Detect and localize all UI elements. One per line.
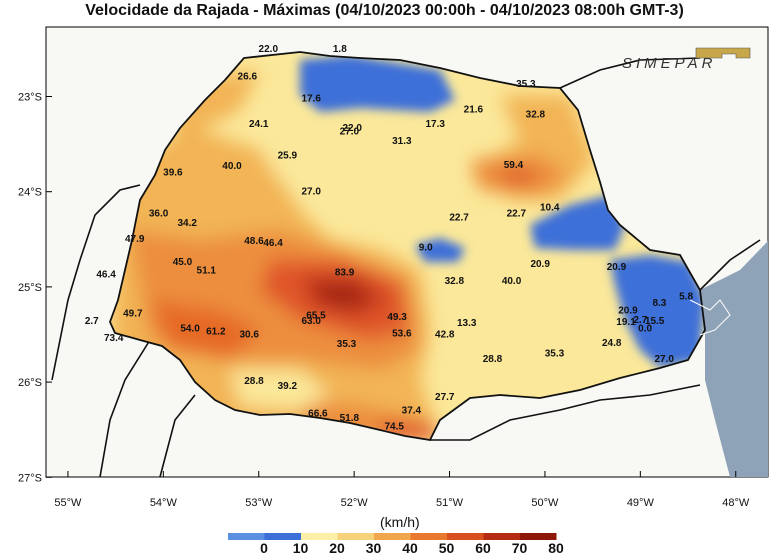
station-value: 39.2 xyxy=(278,381,298,392)
lat-tick-label: 25°S xyxy=(18,282,42,294)
station-value: 24.8 xyxy=(602,338,622,349)
station-value: 46.4 xyxy=(96,269,116,280)
station-value: 0.0 xyxy=(638,324,652,335)
station-value: 48.6 xyxy=(244,236,264,247)
unit-label: (km/h) xyxy=(380,514,420,530)
lat-tick-label: 23°S xyxy=(18,91,42,103)
station-value: 59.4 xyxy=(504,160,524,171)
station-value: 30.6 xyxy=(239,329,259,340)
simepar-logo: SIMEPAR xyxy=(622,46,752,79)
station-value: 35.3 xyxy=(545,348,565,359)
lon-tick-label: 55°W xyxy=(54,497,82,509)
station-value: 22.7 xyxy=(507,208,527,219)
station-value: 22.0 xyxy=(259,44,279,55)
station-value: 24.1 xyxy=(249,119,269,130)
lon-axis: 55°W 54°W 53°W 52°W 51°W 50°W 49°W 48°W xyxy=(54,471,750,509)
station-value: 74.5 xyxy=(384,422,404,433)
station-value: 36.0 xyxy=(149,208,169,219)
station-value: 31.3 xyxy=(392,136,412,147)
station-value: 49.7 xyxy=(123,308,143,319)
lon-tick-label: 52°W xyxy=(341,497,369,509)
station-value: 51.8 xyxy=(340,413,360,424)
station-value: 22.0 xyxy=(342,123,362,134)
station-value: 17.6 xyxy=(301,93,321,104)
station-value: 40.0 xyxy=(222,161,242,172)
station-value: 25.9 xyxy=(278,150,298,161)
station-value: 32.8 xyxy=(445,276,465,287)
station-value: 27.0 xyxy=(301,187,321,198)
station-value: 9.0 xyxy=(419,243,433,254)
coastline xyxy=(689,299,731,336)
station-value: 73.4 xyxy=(104,333,124,344)
station-value: 46.4 xyxy=(263,238,283,249)
ocean-area xyxy=(700,241,768,477)
station-value: 51.1 xyxy=(197,266,217,277)
station-value: 63.0 xyxy=(301,316,321,327)
station-value: 27.7 xyxy=(435,392,455,403)
lon-tick-label: 54°W xyxy=(150,497,178,509)
neighbour-borders xyxy=(51,57,761,477)
station-value: 27.7 xyxy=(249,19,269,30)
station-value: 2.7 xyxy=(633,315,647,326)
lon-tick-label: 49°W xyxy=(627,497,655,509)
station-value: 32.8 xyxy=(526,109,546,120)
station-value: 22.7 xyxy=(449,212,469,223)
station-value: 61.2 xyxy=(206,326,226,337)
station-value: 15.5 xyxy=(645,316,665,327)
station-value: 10.4 xyxy=(540,203,560,214)
station-value: 27.0 xyxy=(654,354,674,365)
lon-tick-label: 51°W xyxy=(436,497,464,509)
logo-mark xyxy=(695,47,751,59)
station-value: 34.2 xyxy=(177,218,197,229)
station-value: 2.7 xyxy=(85,316,99,327)
wind-gust-field xyxy=(110,52,705,440)
station-labels: 27.7 22.0 1.8 26.6 35.3 17.6 21.6 32.8 24.1 17.3 2… xyxy=(85,19,694,433)
station-value: 5.8 xyxy=(679,291,693,302)
station-value: 54.0 xyxy=(180,324,200,335)
station-value: 47.9 xyxy=(125,234,145,245)
station-value: 20.9 xyxy=(530,259,550,270)
station-value: 35.3 xyxy=(337,339,357,350)
station-value: 49.3 xyxy=(387,312,407,323)
station-value: 28.8 xyxy=(483,354,503,365)
lon-tick-label: 50°W xyxy=(531,497,559,509)
station-value: 21.6 xyxy=(464,105,484,116)
lon-tick-label: 48°W xyxy=(722,497,750,509)
station-value: 20.9 xyxy=(607,262,627,273)
station-value: 28.8 xyxy=(244,376,264,387)
map-title: Velocidade da Rajada - Máximas (04/10/20… xyxy=(85,2,684,19)
station-value: 45.0 xyxy=(173,257,193,268)
station-value: 20.9 xyxy=(618,306,638,317)
station-value: 83.9 xyxy=(335,267,355,278)
station-value: 17.3 xyxy=(425,119,445,130)
logo-text: SIMEPAR xyxy=(622,55,716,72)
station-value: 13.3 xyxy=(457,318,477,329)
station-value: 35.3 xyxy=(516,79,536,90)
lon-tick-label: 53°W xyxy=(245,497,273,509)
station-value: 40.0 xyxy=(502,276,522,287)
station-value: 27.0 xyxy=(340,127,360,138)
station-value: 26.6 xyxy=(238,71,258,82)
station-value: 39.6 xyxy=(163,168,183,179)
station-value: 1.8 xyxy=(333,44,347,55)
station-value: 8.3 xyxy=(652,298,666,309)
station-value: 37.4 xyxy=(402,406,422,417)
lat-tick-label: 26°S xyxy=(18,377,42,389)
lat-tick-label: 27°S xyxy=(18,472,42,484)
station-value: 19.1 xyxy=(616,317,636,328)
station-value: 53.6 xyxy=(392,328,412,339)
lat-tick-label: 24°S xyxy=(18,187,42,199)
lat-axis: 23°S 24°S 25°S 26°S 27°S xyxy=(18,91,52,484)
station-value: 65.5 xyxy=(306,310,326,321)
station-value: 42.8 xyxy=(435,329,455,340)
station-value: 66.6 xyxy=(308,408,328,419)
